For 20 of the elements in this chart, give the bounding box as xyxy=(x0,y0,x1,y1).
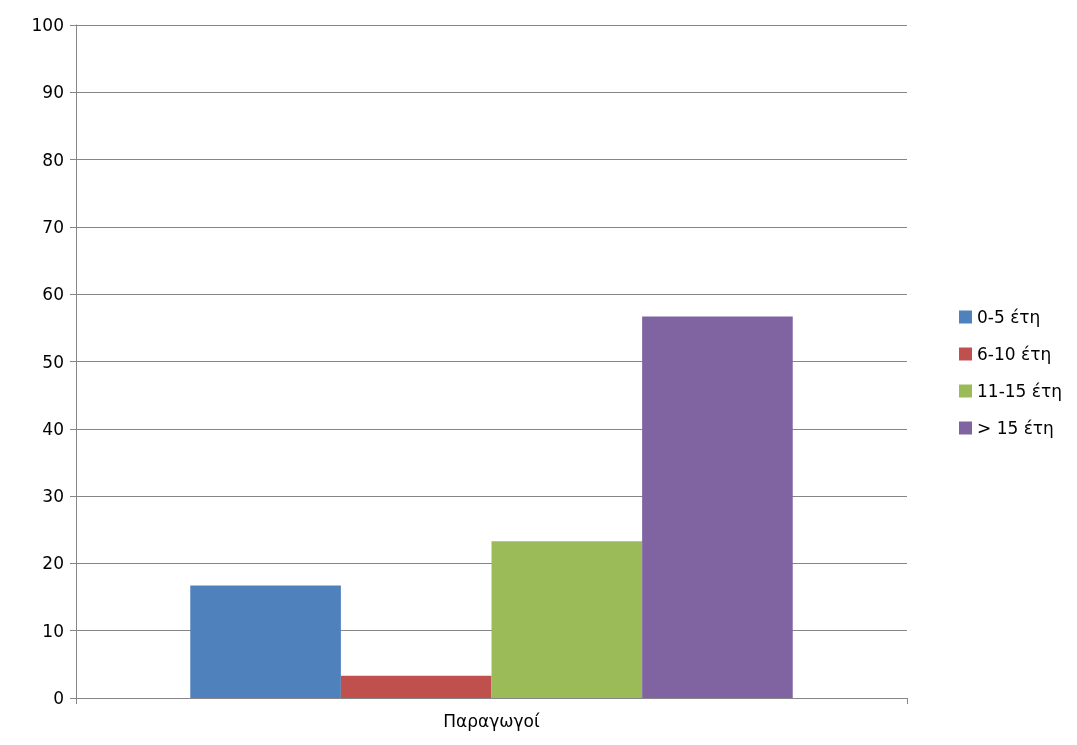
bar xyxy=(340,675,492,698)
y-tick-label: 80 xyxy=(42,149,64,170)
bar xyxy=(642,316,793,698)
x-tick-label: Παραγωγοί xyxy=(443,710,540,731)
y-tick-label: 10 xyxy=(42,620,64,641)
legend-label: 0-5 έτη xyxy=(977,307,1041,327)
bar xyxy=(190,585,341,698)
y-tick-label: 70 xyxy=(42,216,64,237)
y-tick-label: 30 xyxy=(42,486,64,507)
legend-label: 11-15 έτη xyxy=(977,381,1062,401)
y-tick-label: 0 xyxy=(53,688,64,708)
legend-label: > 15 έτη xyxy=(977,418,1054,438)
bar xyxy=(491,541,643,698)
y-tick-label: 50 xyxy=(42,351,64,372)
y-tick-label: 90 xyxy=(42,82,64,103)
legend-label: 6-10 έτη xyxy=(977,344,1052,364)
y-tick-label: 40 xyxy=(42,418,64,439)
y-tick-label: 60 xyxy=(42,284,64,305)
y-tick-label: 20 xyxy=(42,553,64,574)
y-tick-label: 100 xyxy=(31,15,64,35)
